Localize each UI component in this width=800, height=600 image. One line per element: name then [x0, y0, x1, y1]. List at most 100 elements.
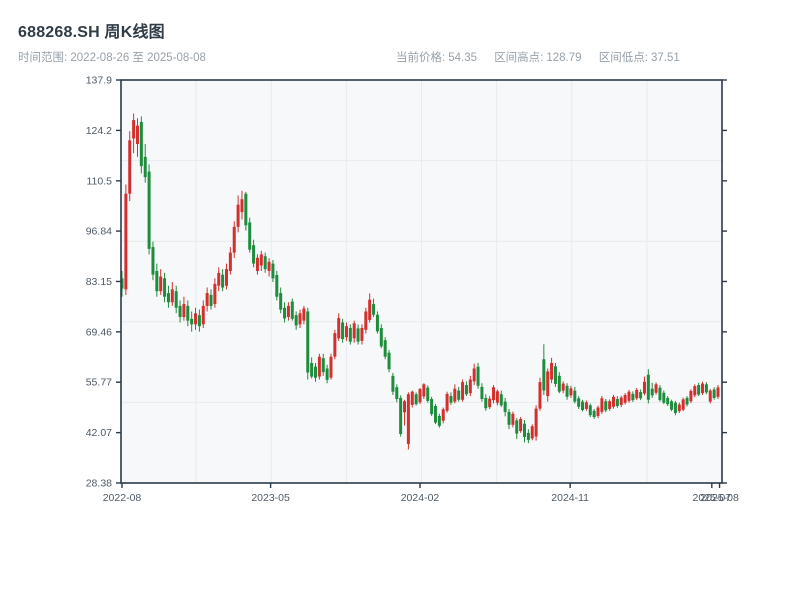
candle: [550, 357, 554, 384]
candle-body: [190, 318, 194, 325]
candle: [139, 116, 143, 174]
candle-body: [317, 356, 321, 377]
candle-body: [306, 311, 310, 373]
y-tick-label: 83.15: [86, 276, 112, 288]
candle: [449, 392, 453, 405]
candle-body: [406, 394, 410, 444]
candle-body: [573, 390, 577, 402]
candle-body: [379, 328, 383, 347]
candle: [217, 267, 221, 292]
candle: [480, 383, 484, 402]
candle: [437, 413, 441, 428]
candle: [712, 387, 716, 400]
candle: [341, 318, 345, 343]
candle: [557, 372, 561, 394]
current-price-label: 当前价格:: [396, 52, 446, 64]
y-axis: 137.9 124.2 110.5 96.84 83.15 69.46 55.77 42.07…: [86, 75, 727, 490]
candle: [174, 285, 178, 314]
candle: [197, 309, 201, 332]
candle: [561, 381, 565, 394]
candle: [337, 313, 341, 341]
candle-body: [329, 356, 333, 378]
y-tick-label: 124.2: [86, 125, 112, 137]
candle: [163, 272, 167, 303]
candle-body: [677, 404, 681, 412]
candle: [302, 305, 306, 325]
y-tick-label: 137.9: [86, 75, 112, 87]
candle: [383, 337, 387, 360]
current-price-value: 54.35: [448, 52, 477, 64]
candle: [526, 429, 530, 444]
candle: [646, 369, 650, 404]
range-high-label: 区间高点:: [494, 52, 544, 64]
candle: [635, 387, 639, 401]
candle-body: [422, 384, 426, 397]
candle-body: [565, 385, 569, 397]
candle: [159, 269, 163, 295]
candle: [406, 392, 410, 450]
candle: [310, 357, 314, 379]
y-tick-label: 55.77: [86, 377, 112, 389]
candle-body: [163, 278, 167, 297]
candle-body: [128, 140, 132, 194]
range-low-stat: 区间低点: 37.51: [599, 52, 680, 64]
candle: [430, 396, 434, 416]
grid-lines: [121, 80, 722, 483]
candle: [534, 405, 538, 441]
candle: [120, 270, 124, 297]
candle: [426, 385, 430, 403]
subtitle-row: 时间范围: 2022-08-26 至 2025-08-08: [18, 49, 782, 65]
candle-body: [453, 388, 457, 402]
candle-body: [403, 401, 407, 413]
candle: [263, 252, 267, 273]
candle-body: [449, 396, 453, 403]
candle-body: [708, 390, 712, 402]
candle: [581, 399, 585, 412]
candle-body: [704, 384, 708, 393]
candle-body: [499, 394, 503, 406]
candle: [693, 384, 697, 398]
candle: [584, 400, 588, 411]
candle-body: [182, 304, 186, 317]
candle: [495, 389, 499, 406]
candle: [476, 362, 480, 389]
candle: [333, 329, 337, 360]
candle: [457, 386, 461, 402]
candle-body: [480, 386, 484, 400]
candle: [186, 300, 190, 327]
candle: [314, 362, 318, 382]
candle-body: [670, 401, 674, 410]
x-tick-label: 2025-08: [700, 492, 739, 504]
candle: [224, 263, 228, 290]
candle-body: [600, 398, 604, 412]
candle: [503, 397, 507, 417]
candle: [356, 324, 360, 345]
candle-body: [224, 269, 228, 286]
candle-body: [716, 387, 720, 397]
candle: [147, 164, 151, 255]
candle-body: [701, 383, 705, 394]
candle: [619, 395, 623, 408]
candle-body: [639, 392, 643, 399]
candle: [685, 396, 689, 407]
range-high-value: 128.79: [546, 52, 582, 64]
candle-body: [248, 222, 252, 250]
candle: [461, 379, 465, 402]
candle: [329, 353, 333, 380]
candle-body: [534, 408, 538, 437]
candle: [298, 309, 302, 329]
candle-body: [464, 385, 468, 395]
candle-body: [457, 390, 461, 400]
candle: [155, 263, 159, 297]
candle-body: [608, 401, 612, 409]
candle-body: [325, 368, 329, 380]
candle: [286, 302, 290, 321]
candle-body: [635, 389, 639, 399]
candle: [596, 405, 600, 419]
candle: [294, 311, 298, 330]
candle-body: [433, 406, 437, 423]
candle-body: [627, 391, 631, 401]
candle: [433, 403, 437, 425]
candlestick-series: [120, 113, 720, 450]
